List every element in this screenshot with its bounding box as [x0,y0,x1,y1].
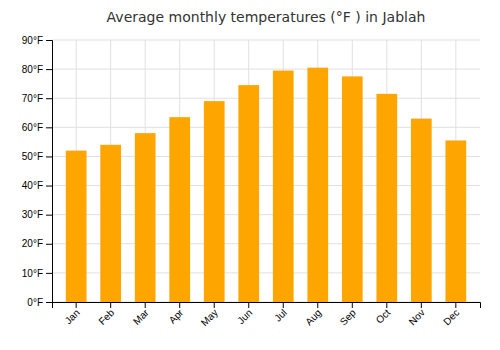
tick: 20°F [22,238,52,249]
bar [342,76,363,302]
tick: May [199,302,220,328]
tick-label: 10°F [22,268,43,279]
tick: 80°F [22,64,52,75]
tick-mark [46,302,52,303]
tick-label: 80°F [22,64,43,75]
tick: 0°F [27,297,52,308]
tick: Apr [167,302,186,326]
tick-mark [386,302,387,308]
tick-mark [46,40,52,41]
tick-label: 0°F [27,297,43,308]
tick-label: Aug [303,307,323,327]
bar [445,140,466,302]
tick-label: Feb [96,307,116,327]
tick-mark [76,302,77,308]
bar [273,71,294,302]
tick: 10°F [22,268,52,279]
bar [307,68,328,302]
tick: Mar [131,302,151,327]
tick-mark [214,302,215,308]
bar [169,117,190,302]
tick-mark [283,302,284,308]
tick: Aug [303,302,323,327]
tick: Sep [338,302,359,327]
tick-label: May [199,307,220,328]
tick-label: 40°F [22,180,43,191]
tick: Nov [407,302,427,327]
tick: Jan [63,302,82,326]
tick: Dec [441,302,461,327]
tick-label: Mar [131,306,151,326]
tick-mark [421,302,422,308]
bar [411,119,432,302]
tick: Jul [272,302,289,324]
tick-mark [46,156,52,157]
tick-mark [46,273,52,274]
tick-label: 50°F [22,151,43,162]
tick: Oct [374,302,393,326]
tick-label: 70°F [22,93,43,104]
tick: Feb [96,302,116,327]
bar [135,133,156,302]
tick-mark [46,244,52,245]
y-axis: 0°F 10°F 20°F 30°F 40°F 50°F 60°F 70°F 80°F 90°F [22,35,53,308]
tick: Jun [235,302,254,326]
grid-line [52,98,480,99]
tick-label: Dec [441,307,461,327]
tick-mark [145,302,146,308]
tick-label: 60°F [22,122,43,133]
tick: 90°F [22,35,52,46]
bar [376,94,397,302]
bar [204,101,225,302]
tick-label: Jul [272,307,289,324]
chart: 0°F 10°F 20°F 30°F 40°F 50°F 60°F 70°F 80°F 90°F J… [0,0,500,350]
bar [238,85,259,302]
tick-label: Nov [407,307,427,327]
tick-mark [352,302,353,308]
bars [66,68,466,302]
tick-mark [110,302,111,308]
tick: 60°F [22,122,52,133]
bar [66,151,87,302]
tick-mark [248,302,249,308]
bar [100,145,121,302]
grid [52,40,480,302]
grid-line [52,69,480,70]
axis-line [46,41,53,303]
title: Average monthly temperatures (°F ) in Ja… [107,9,426,25]
tick-mark [46,215,52,216]
tick: 40°F [22,180,52,191]
tick-mark [46,69,52,70]
tick: 50°F [22,151,52,162]
tick: 30°F [22,209,52,220]
tick-label: 90°F [22,35,43,46]
tick-mark [46,98,52,99]
grid-line [52,40,480,41]
tick-label: Jun [235,307,254,326]
tick-mark [46,127,52,128]
tick-mark [317,302,318,308]
tick-mark [179,302,180,308]
axis-line [53,303,481,309]
tick-label: Sep [338,307,359,328]
tick-label: Apr [167,306,186,325]
tick-label: 20°F [22,238,43,249]
tick-label: Jan [63,307,82,326]
tick-label: Oct [374,307,393,326]
x-axis: Jan Feb Mar Apr May Jun Jul Aug Sep Oct Nov Dec [53,302,481,328]
tick-mark [455,302,456,308]
tick-label: 30°F [22,209,43,220]
tick-mark [46,186,52,187]
tick: 70°F [22,93,52,104]
